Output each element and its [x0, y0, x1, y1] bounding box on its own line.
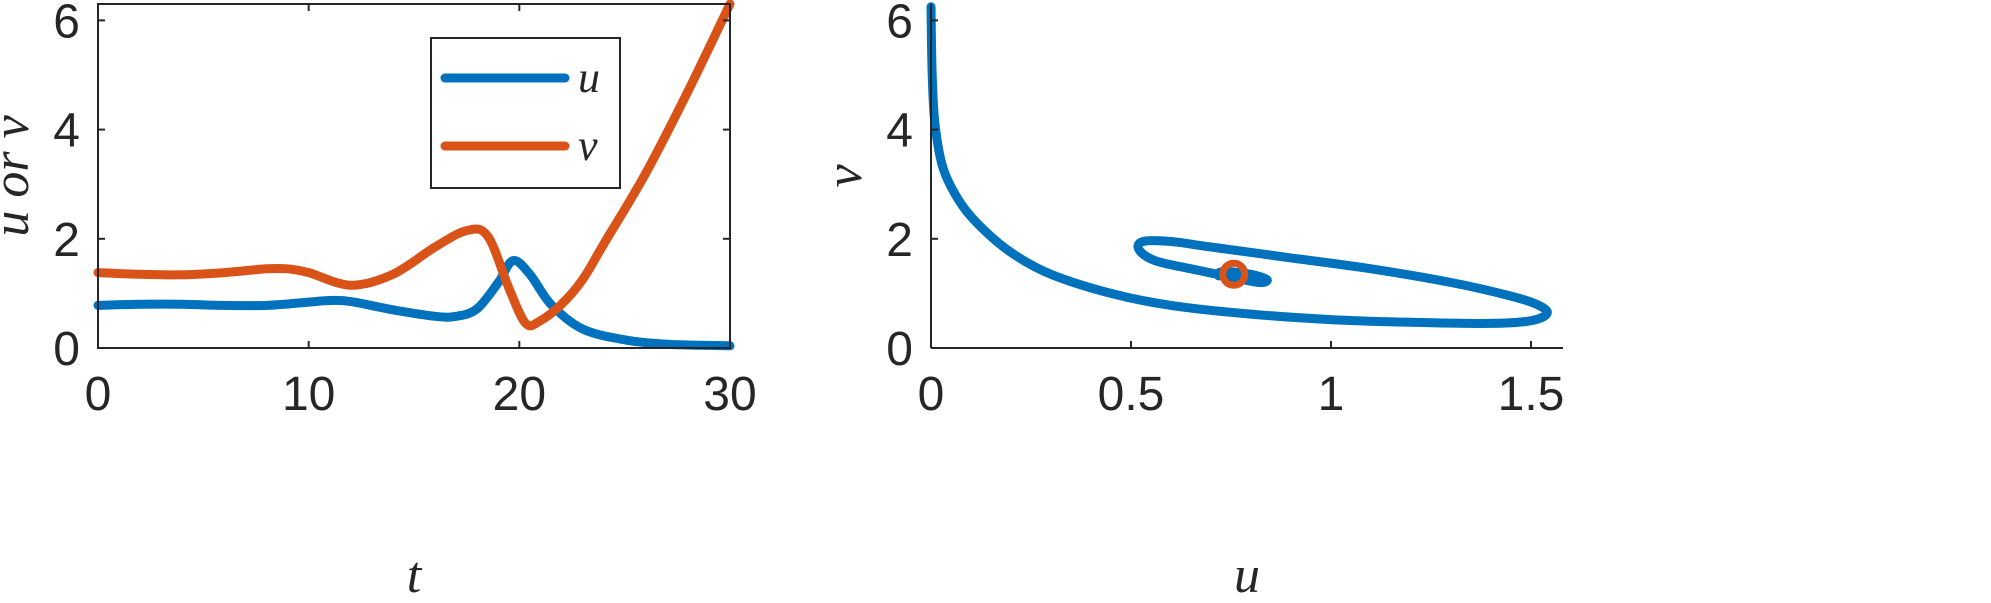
- series-line-v: [93, 0, 735, 331]
- legend-label-v: v: [578, 121, 598, 170]
- y-tick-label: 6: [886, 0, 913, 48]
- time-series-panel: 0 10 20 30 0 2 4 6 t u or v u v: [0, 0, 757, 603]
- phase-portrait-panel: 0 0.5 1 1.5 0 2 4 6 u v: [816, 0, 1564, 603]
- legend: u v: [430, 37, 621, 189]
- legend-box: [430, 37, 621, 189]
- x-tick-label: 1: [1318, 368, 1345, 421]
- x-tick-label: 20: [493, 368, 546, 421]
- ticks: [97, 4, 731, 349]
- plot-lines: [926, 2, 1552, 328]
- x-tick-label: 10: [282, 368, 335, 421]
- y-tick-label: 4: [886, 105, 913, 158]
- x-axis-label: u: [1234, 547, 1260, 603]
- y-tick-label: 0: [886, 323, 913, 376]
- plot-markers: [1219, 259, 1249, 289]
- x-axis-label: t: [407, 547, 423, 603]
- x-tick-label: 0.5: [1098, 368, 1165, 421]
- plot-lines: [93, 0, 735, 351]
- series-line-u: [93, 256, 735, 351]
- equilibrium-marker: [1219, 259, 1249, 289]
- y-tick-label: 4: [53, 105, 80, 158]
- y-tick-label: 0: [53, 323, 80, 376]
- y-axis-label: v: [816, 164, 873, 188]
- legend-label-u: u: [578, 53, 600, 102]
- y-tick-label: 6: [53, 0, 80, 48]
- x-tick-label: 30: [703, 368, 756, 421]
- y-axis-label: u or v: [0, 114, 40, 236]
- equilibrium-marker-center: [1229, 270, 1238, 279]
- y-tick-label: 2: [886, 214, 913, 267]
- x-tick-label: 0: [918, 368, 945, 421]
- axes-lines: [930, 4, 1563, 349]
- y-tick-label: 2: [53, 214, 80, 267]
- x-tick-label: 0: [85, 368, 112, 421]
- x-tick-label: 1.5: [1498, 368, 1565, 421]
- ticks: [930, 19, 1532, 349]
- series-line-trajectory: [926, 2, 1552, 328]
- axes-frame: [97, 3, 731, 349]
- tick-labels: 0 0.5 1 1.5 0 2 4 6: [886, 0, 1564, 421]
- tick-labels: 0 10 20 30 0 2 4 6: [53, 0, 756, 421]
